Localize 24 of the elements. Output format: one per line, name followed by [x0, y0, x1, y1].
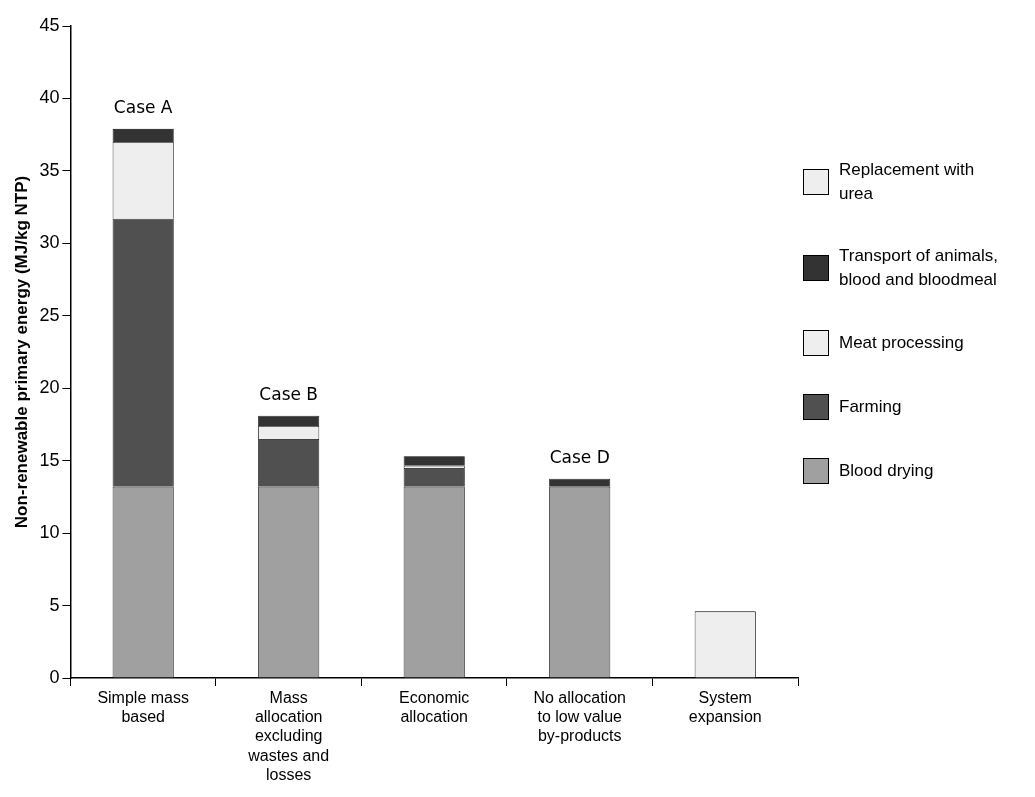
legend-label: Replacement with urea [839, 159, 976, 205]
y-tick-label: 35 [39, 159, 60, 180]
x-tick-label: No allocation to low value by-products [533, 689, 626, 745]
legend-label: Transport of animals, blood and bloodmeal [839, 245, 1000, 291]
y-tick-label: 25 [39, 304, 60, 325]
x-tick-label: System expansion [688, 689, 762, 726]
legend-label: Farming [839, 396, 903, 418]
annotation: Case D [549, 446, 610, 467]
annotation: Case B [259, 383, 319, 404]
x-tick-label: Simple mass based [97, 689, 189, 726]
y-tick-label: 0 [49, 666, 60, 687]
x-tick-label: Mass allocation excluding wastes and losses [247, 689, 330, 783]
y-tick-label: 10 [39, 522, 60, 543]
y-tick-label: 45 [39, 14, 60, 35]
legend-label: Meat processing [839, 332, 965, 354]
y-tick-label: 20 [39, 377, 60, 398]
legend-label: Blood drying [839, 460, 935, 482]
annotation: Case A [113, 96, 173, 117]
y-tick-label: 40 [39, 87, 60, 108]
x-tick-label: Economic allocation [399, 689, 470, 726]
y-tick-label: 5 [49, 594, 60, 615]
y-tick-label: 30 [39, 232, 60, 253]
y-tick-label: 15 [39, 449, 60, 470]
y-axis-title: Non-renewable primary energy (MJ/kg NTP) [11, 175, 31, 529]
